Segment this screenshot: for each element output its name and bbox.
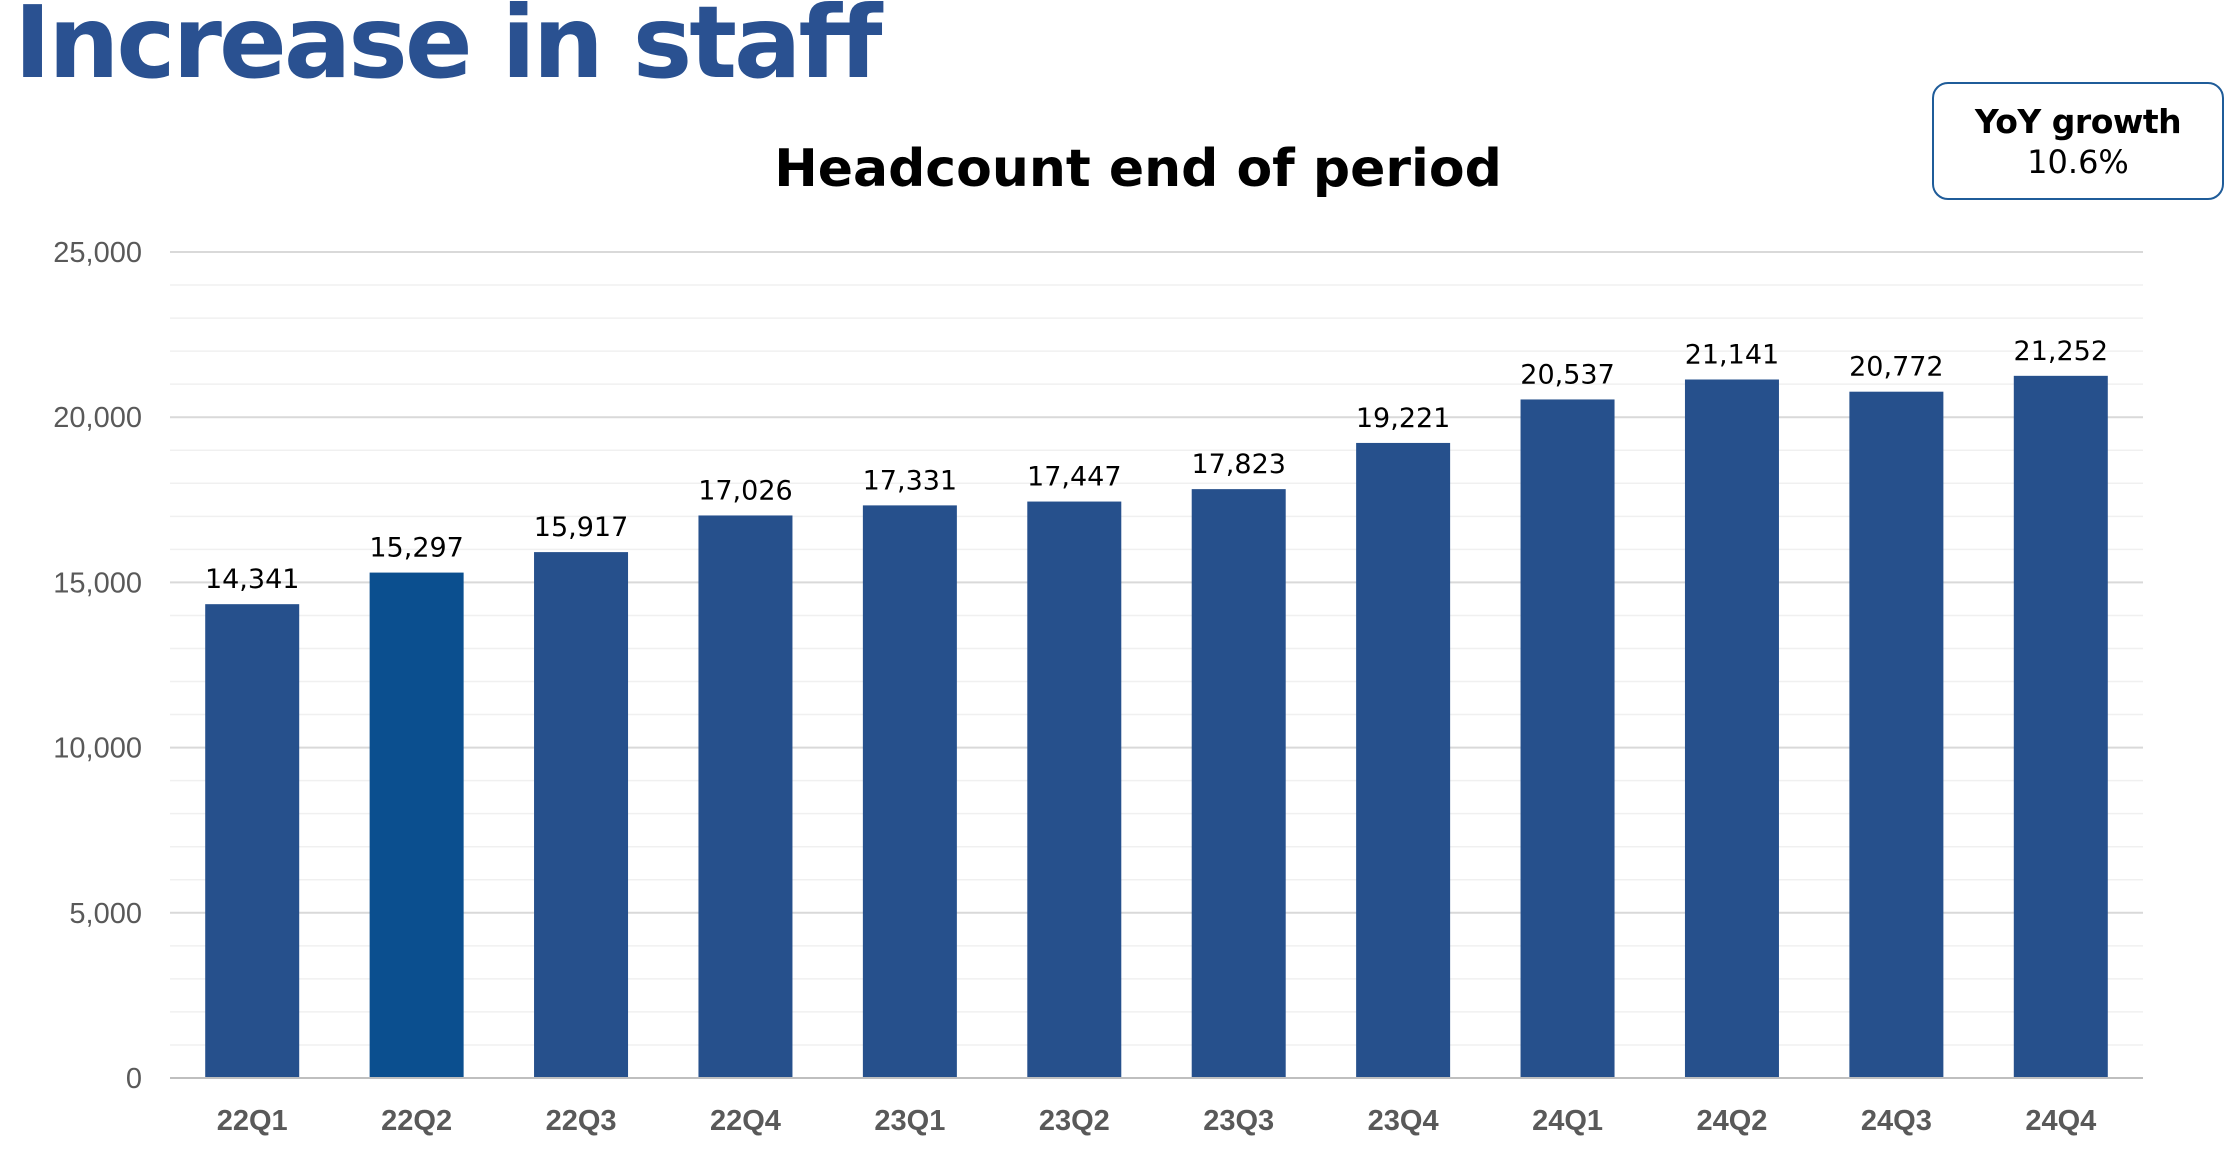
- minor-gridlines: [170, 284, 2143, 1046]
- data-label-23q3: 17,823: [1191, 449, 1285, 480]
- data-label-23q4: 19,221: [1356, 403, 1450, 434]
- data-label-22q3: 15,917: [534, 512, 628, 543]
- y-tick-label: 10,000: [53, 733, 142, 765]
- bar-23q3: [1191, 489, 1286, 1079]
- bar-22q3: [534, 552, 629, 1078]
- x-tick-label-23q1: 23Q1: [874, 1105, 945, 1137]
- x-axis: 22Q1 22Q2 22Q3 22Q4 23Q1 23Q2 23Q3 23Q4 24Q1 24Q2…: [170, 1077, 2143, 1137]
- yoy-growth-value: 10.6%: [2027, 143, 2129, 181]
- yoy-growth-callout: YoY growth 10.6%: [1932, 82, 2224, 200]
- data-label-24q2: 21,141: [1685, 340, 1779, 371]
- x-tick-label-22q1: 22Q1: [217, 1105, 288, 1137]
- x-tick-label-23q4: 23Q4: [1368, 1105, 1439, 1137]
- data-label-24q3: 20,772: [1849, 352, 1943, 383]
- bar-22q4: [698, 515, 793, 1078]
- bar-22q2: [369, 572, 464, 1078]
- bar-24q1: [1520, 399, 1615, 1078]
- bar-22q1: [205, 604, 300, 1078]
- data-label-23q2: 17,447: [1027, 462, 1121, 493]
- bar-23q4: [1356, 442, 1451, 1078]
- x-tick-label-22q3: 22Q3: [546, 1105, 617, 1137]
- y-tick-label: 20,000: [53, 402, 142, 434]
- data-label-24q4: 21,252: [2014, 336, 2108, 367]
- y-axis: 0 5,000 10,000 15,000 20,000 25,000: [53, 237, 142, 1095]
- data-label-22q1: 14,341: [205, 564, 299, 595]
- x-tick-label-23q3: 23Q3: [1203, 1105, 1274, 1137]
- bar-24q3: [1849, 391, 1944, 1078]
- data-label-24q1: 20,537: [1520, 359, 1614, 390]
- data-label-22q4: 17,026: [698, 475, 792, 506]
- data-label-22q2: 15,297: [369, 533, 463, 564]
- x-tick-label-24q2: 24Q2: [1696, 1105, 1767, 1137]
- x-tick-label-23q2: 23Q2: [1039, 1105, 1110, 1137]
- slide-title: Increase in staff: [14, 0, 883, 101]
- bar-23q1: [862, 505, 957, 1078]
- x-tick-label-24q3: 24Q3: [1861, 1105, 1932, 1137]
- x-tick-label-24q1: 24Q1: [1532, 1105, 1603, 1137]
- yoy-growth-label: YoY growth: [1974, 102, 2182, 141]
- y-tick-label: 5,000: [69, 898, 142, 930]
- x-tick-label-22q4: 22Q4: [710, 1105, 781, 1137]
- data-labels: 14,341 15,297 15,917 17,026 17,331 17,447 17,8…: [205, 336, 2108, 595]
- y-tick-label: 15,000: [53, 567, 142, 599]
- bar-23q2: [1027, 501, 1122, 1078]
- bar-24q4: [2013, 375, 2108, 1078]
- major-gridlines: [170, 251, 2143, 1079]
- y-tick-label: 25,000: [53, 237, 142, 269]
- chart-title: Headcount end of period: [774, 139, 1502, 199]
- y-tick-label: 0: [126, 1063, 142, 1095]
- bar-24q2: [1684, 379, 1779, 1079]
- data-label-23q1: 17,331: [863, 465, 957, 496]
- bars: [205, 375, 2108, 1079]
- x-tick-label-22q2: 22Q2: [381, 1105, 452, 1137]
- x-tick-label-24q4: 24Q4: [2025, 1105, 2096, 1137]
